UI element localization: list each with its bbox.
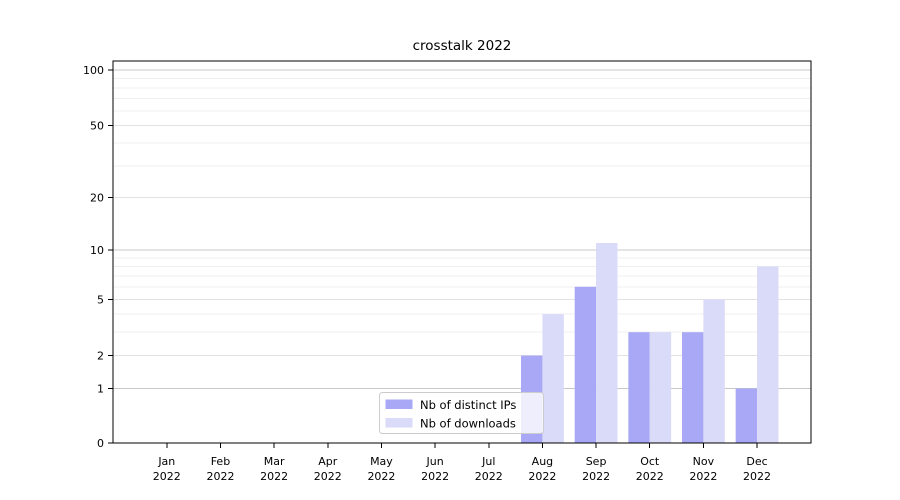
plot-border: [112, 60, 812, 444]
legend-box: [379, 392, 544, 434]
axis-layer: 0 1 2 5 10 20 50 100 Jan 2022 Feb 2022 Mar 2022 Apr 202…: [83, 64, 771, 483]
y-tick-label: 10: [90, 244, 104, 257]
x-tick-label: Oct 2022: [636, 455, 664, 483]
y-tick-label: 100: [83, 64, 104, 77]
x-tick-label: Nov 2022: [689, 455, 717, 483]
bar-aug-nb-of-downloads: [542, 314, 564, 443]
x-tick-label: Sep 2022: [582, 455, 610, 483]
bar-dec-nb-of-downloads: [757, 266, 779, 443]
y-tick-label: 0: [97, 437, 104, 450]
bar-dec-nb-of-distinct-ips: [735, 388, 758, 443]
bar-oct-nb-of-downloads: [649, 332, 672, 443]
bar-nov-nb-of-downloads: [703, 299, 725, 443]
legend-label-downloads: Nb of downloads: [420, 417, 516, 431]
x-tick-label: Mar 2022: [260, 455, 288, 483]
x-tick-label: Aug 2022: [528, 455, 556, 483]
chart-title: crosstalk 2022: [413, 38, 512, 54]
bar-nov-nb-of-distinct-ips: [682, 332, 704, 443]
x-tick-label: Apr 2022: [314, 455, 342, 483]
x-tick-label: Dec 2022: [743, 455, 771, 483]
bar-sep-nb-of-downloads: [596, 242, 618, 443]
legend-swatch-distinct-ips: [385, 399, 413, 409]
bar-sep-nb-of-distinct-ips: [574, 286, 597, 443]
x-tick-label: Jul 2022: [475, 455, 503, 483]
y-tick-label: 2: [97, 350, 104, 363]
legend-swatch-downloads: [385, 418, 413, 428]
y-tick-label: 1: [97, 383, 104, 396]
bar-oct-nb-of-distinct-ips: [628, 332, 650, 443]
y-tick-label: 50: [90, 119, 104, 132]
bar-layer: [521, 242, 779, 443]
legend: Nb of distinct IPs Nb of downloads: [379, 392, 544, 434]
x-tick-label: Jun 2022: [421, 455, 449, 483]
y-tick-label: 5: [97, 293, 104, 306]
legend-label-distinct-ips: Nb of distinct IPs: [420, 398, 516, 412]
y-tick-label: 20: [90, 192, 104, 205]
x-tick-label: Feb 2022: [206, 455, 234, 483]
x-tick-label: Jan 2022: [153, 455, 181, 483]
x-tick-label: May 2022: [367, 455, 395, 483]
